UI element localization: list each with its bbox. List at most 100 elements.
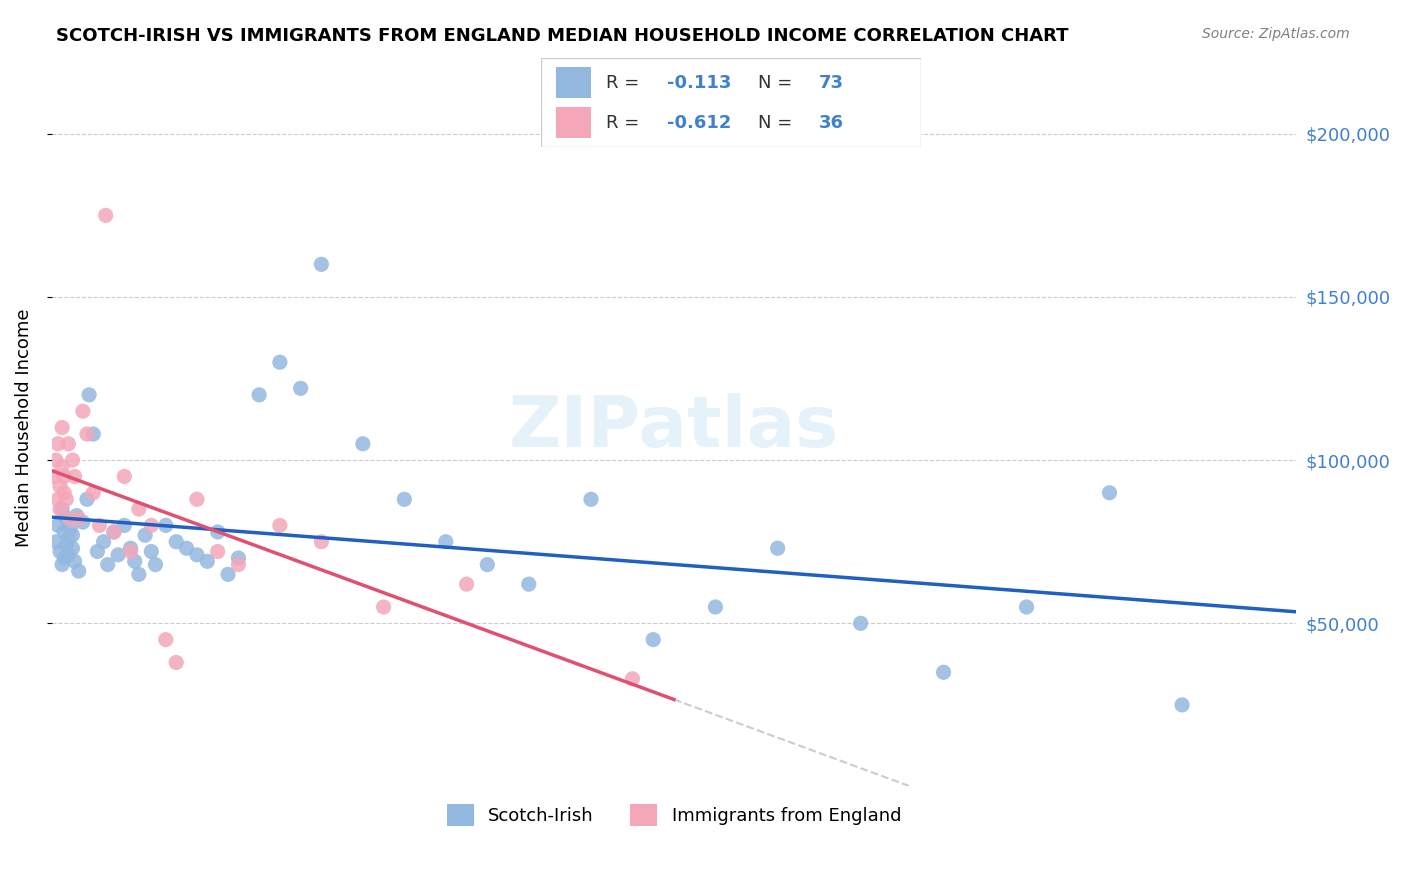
Point xyxy=(112,469,135,483)
Y-axis label: Median Household Income: Median Household Income xyxy=(15,309,32,547)
Legend: Scotch-Irish, Immigrants from England: Scotch-Irish, Immigrants from England xyxy=(437,795,910,835)
Point xyxy=(89,518,111,533)
Point xyxy=(621,672,644,686)
Text: -0.113: -0.113 xyxy=(666,73,731,92)
Point xyxy=(63,469,86,483)
Point xyxy=(120,541,142,556)
Point xyxy=(247,388,270,402)
Point xyxy=(67,512,90,526)
Point xyxy=(311,534,333,549)
Point xyxy=(72,515,94,529)
Point xyxy=(55,492,77,507)
Point xyxy=(128,567,150,582)
Point xyxy=(1015,599,1038,614)
Point xyxy=(76,427,98,442)
Point xyxy=(66,508,89,523)
Point xyxy=(103,524,125,539)
Text: 73: 73 xyxy=(818,73,844,92)
Point xyxy=(49,502,72,516)
Text: R =: R = xyxy=(606,73,645,92)
Point xyxy=(93,534,115,549)
Point xyxy=(579,492,602,507)
Point xyxy=(62,541,84,556)
Point xyxy=(59,522,82,536)
Text: N =: N = xyxy=(758,73,797,92)
Point xyxy=(49,479,72,493)
Point xyxy=(62,453,84,467)
Point xyxy=(62,528,84,542)
Point xyxy=(59,512,82,526)
Point xyxy=(103,524,125,539)
Point xyxy=(207,544,229,558)
Point xyxy=(58,437,80,451)
Point xyxy=(51,558,73,572)
Point xyxy=(55,538,77,552)
Text: Source: ZipAtlas.com: Source: ZipAtlas.com xyxy=(1202,27,1350,41)
Point xyxy=(517,577,540,591)
Point xyxy=(94,208,117,222)
Point xyxy=(53,551,76,566)
Point xyxy=(165,534,187,549)
Point xyxy=(124,554,146,568)
Point xyxy=(141,518,163,533)
Point xyxy=(46,518,69,533)
Point xyxy=(51,459,73,474)
Point xyxy=(63,554,86,568)
Point xyxy=(46,492,69,507)
Point xyxy=(97,558,120,572)
Text: -0.612: -0.612 xyxy=(666,113,731,132)
Bar xyxy=(557,67,591,98)
Point xyxy=(76,492,98,507)
Point xyxy=(195,554,218,568)
Point xyxy=(42,469,65,483)
Point xyxy=(352,437,374,451)
Point xyxy=(49,544,72,558)
Text: ZIPatlas: ZIPatlas xyxy=(509,393,839,462)
Text: N =: N = xyxy=(758,113,797,132)
Point xyxy=(145,558,167,572)
Point xyxy=(932,665,955,680)
Text: 36: 36 xyxy=(818,113,844,132)
Point xyxy=(141,544,163,558)
Point xyxy=(165,656,187,670)
Point xyxy=(58,548,80,562)
Text: SCOTCH-IRISH VS IMMIGRANTS FROM ENGLAND MEDIAN HOUSEHOLD INCOME CORRELATION CHAR: SCOTCH-IRISH VS IMMIGRANTS FROM ENGLAND … xyxy=(56,27,1069,45)
Point xyxy=(311,257,333,271)
Point xyxy=(373,599,395,614)
Point xyxy=(107,548,129,562)
Point xyxy=(217,567,239,582)
Point xyxy=(176,541,198,556)
Point xyxy=(228,558,250,572)
Point xyxy=(1098,485,1121,500)
Point xyxy=(207,524,229,539)
Point xyxy=(477,558,499,572)
Point xyxy=(53,485,76,500)
Point xyxy=(1171,698,1194,712)
Point xyxy=(72,404,94,418)
Point xyxy=(434,534,457,549)
Point xyxy=(128,502,150,516)
Point xyxy=(45,534,67,549)
Point xyxy=(186,492,208,507)
Point xyxy=(55,512,77,526)
FancyBboxPatch shape xyxy=(541,58,921,147)
Point xyxy=(134,528,156,542)
Point xyxy=(58,532,80,546)
Point xyxy=(269,355,291,369)
Point xyxy=(849,616,872,631)
Point xyxy=(120,544,142,558)
Point xyxy=(155,632,177,647)
Point xyxy=(155,518,177,533)
Point xyxy=(643,632,665,647)
Point xyxy=(51,502,73,516)
Point xyxy=(186,548,208,562)
Point xyxy=(51,420,73,434)
Point xyxy=(82,427,104,442)
Point xyxy=(290,381,312,395)
Point xyxy=(46,437,69,451)
Point xyxy=(704,599,727,614)
Bar xyxy=(557,107,591,138)
Point xyxy=(45,453,67,467)
Point xyxy=(86,544,108,558)
Point xyxy=(269,518,291,533)
